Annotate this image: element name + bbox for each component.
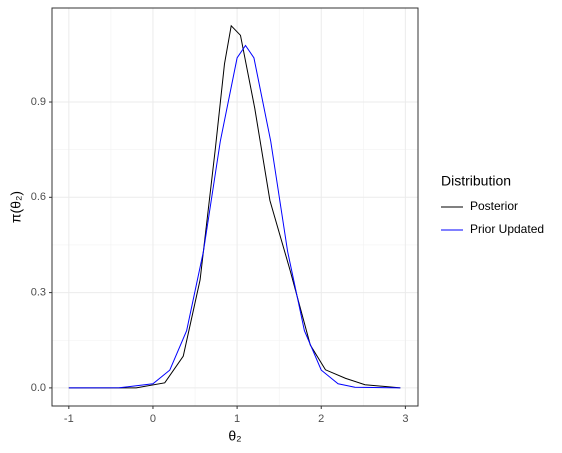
x-tick-label: 3	[402, 413, 408, 425]
y-tick-label: 0.3	[31, 287, 46, 299]
x-axis-title: θ₂	[228, 428, 241, 444]
x-tick-label: 1	[234, 413, 240, 425]
x-tick-label: 0	[150, 413, 156, 425]
y-tick-label: 0.9	[31, 96, 46, 108]
y-axis-title: π(θ₂)	[8, 191, 24, 223]
legend-label: Posterior	[470, 199, 518, 213]
y-tick-label: 0.0	[31, 382, 46, 394]
line	[68, 24, 401, 389]
x-tick-label: -1	[64, 413, 74, 425]
line	[68, 44, 401, 389]
y-tick-label: 0.6	[31, 191, 46, 203]
panel-border	[51, 7, 419, 407]
legend-title: Distribution	[441, 173, 511, 189]
legend-label: Prior Updated	[470, 222, 544, 236]
x-tick-label: 2	[318, 413, 324, 425]
